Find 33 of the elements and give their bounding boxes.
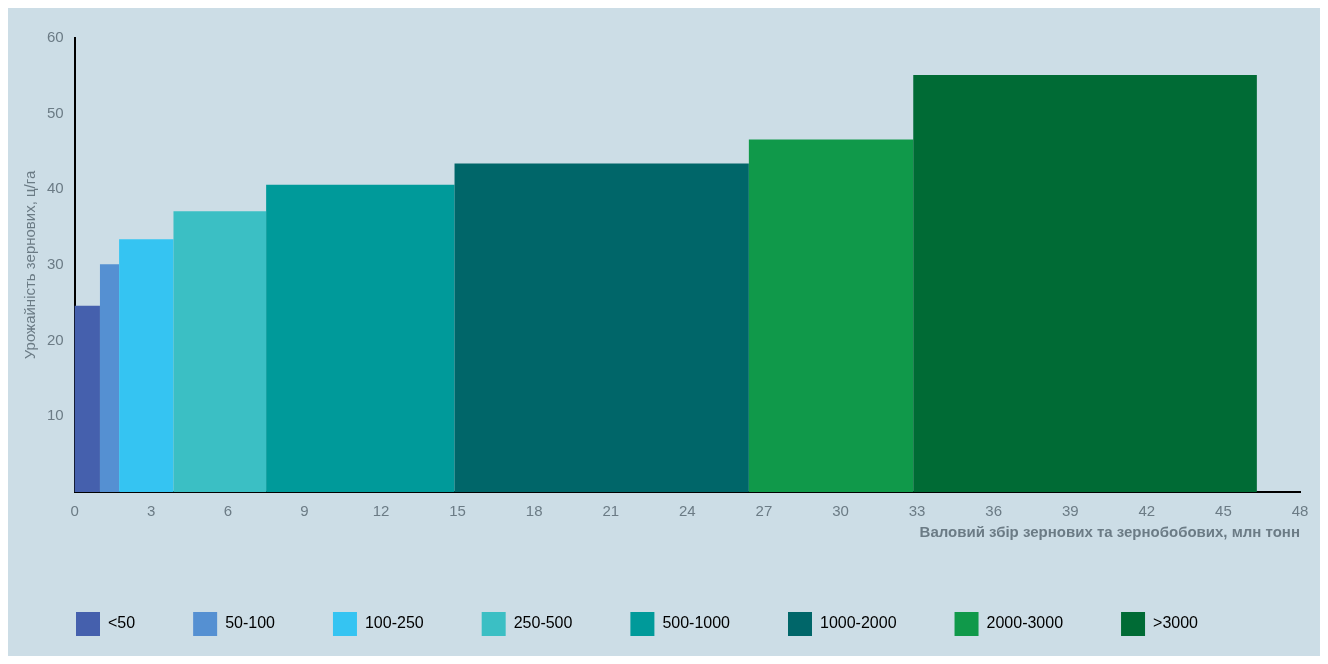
x-tick-label: 18: [525, 502, 543, 520]
x-tick-label: 33: [908, 502, 926, 520]
x-tick-label: 27: [755, 502, 773, 520]
y-tick-label: 50: [47, 103, 64, 121]
legend-label: 50-100: [225, 614, 276, 632]
legend-label: 500-1000: [662, 614, 731, 632]
x-tick-label: 39: [1061, 502, 1079, 520]
y-axis-title: Урожайність зернових, ц/га: [21, 170, 39, 360]
legend-label: <50: [108, 614, 136, 632]
legend-label: 100-250: [364, 614, 424, 632]
x-tick-label: 12: [372, 502, 390, 520]
x-tick-label: 3: [147, 502, 156, 520]
x-tick-label: 15: [449, 502, 466, 520]
x-tick-label: 9: [300, 502, 309, 520]
y-tick-label: 20: [47, 330, 64, 348]
x-tick-label: 0: [70, 502, 79, 520]
x-tick-label: 48: [1291, 502, 1309, 520]
y-tick-label: 40: [47, 179, 64, 197]
y-tick-label: 10: [47, 406, 64, 424]
x-tick-label: 21: [602, 502, 620, 520]
x-tick-label: 30: [832, 502, 849, 520]
legend-label: 1000-2000: [820, 614, 897, 632]
x-tick-label: 45: [1215, 502, 1232, 520]
x-tick-label: 36: [985, 502, 1003, 520]
x-tick-label: 6: [223, 502, 233, 520]
x-tick-label: 24: [679, 502, 696, 520]
legend-label: >3000: [1153, 614, 1199, 632]
x-tick-label: 42: [1138, 502, 1156, 520]
y-tick-label: 30: [47, 255, 64, 273]
y-tick-label: 60: [47, 28, 64, 46]
legend-label: 2000-3000: [986, 614, 1064, 632]
x-axis-title: Валовий збір зернових та зернобобових, млн тонн: [919, 523, 1300, 541]
legend-label: 250-500: [513, 614, 573, 632]
